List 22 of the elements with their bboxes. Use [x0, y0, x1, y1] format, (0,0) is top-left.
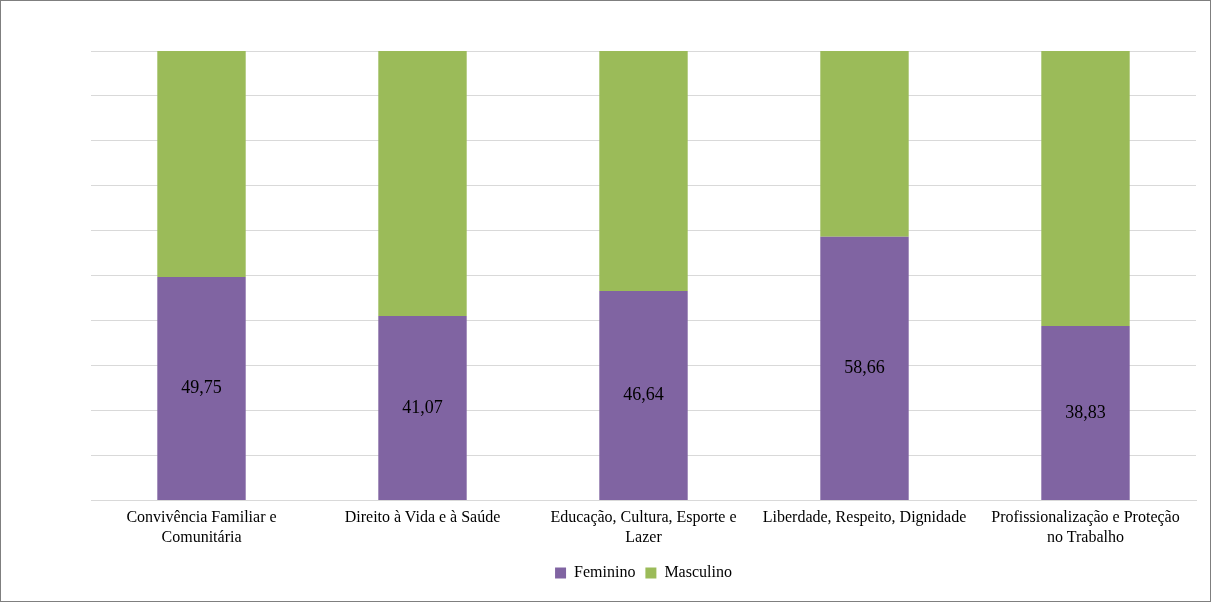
x-tick-label: Direito à Vida e à Saúde — [344, 508, 501, 526]
data-label: 46,64 — [623, 384, 664, 405]
data-label: 41,07 — [402, 396, 443, 417]
bar — [599, 51, 688, 291]
bar — [157, 276, 246, 501]
bar — [1041, 326, 1130, 501]
data-label: 58,66 — [844, 357, 885, 378]
legend-label: Masculino — [664, 563, 732, 581]
x-tick-label: Convivência Familiar e Comunitária — [126, 508, 277, 545]
data-label: 38,83 — [1065, 401, 1106, 422]
x-tick-label: Profissionalização e Proteção no Trabalho — [991, 508, 1180, 545]
bar — [599, 290, 688, 501]
bar — [820, 51, 909, 237]
data-label: 49,75 — [181, 377, 222, 398]
bar — [157, 51, 246, 277]
x-tick-label: Educação, Cultura, Esporte e Lazer — [550, 508, 737, 545]
bar — [1041, 51, 1130, 327]
legend-label: Feminino — [574, 563, 636, 581]
bar — [378, 51, 467, 316]
bar — [820, 236, 909, 501]
bar — [378, 315, 467, 501]
x-tick-label: Liberdade, Respeito, Dignidade — [762, 508, 967, 527]
